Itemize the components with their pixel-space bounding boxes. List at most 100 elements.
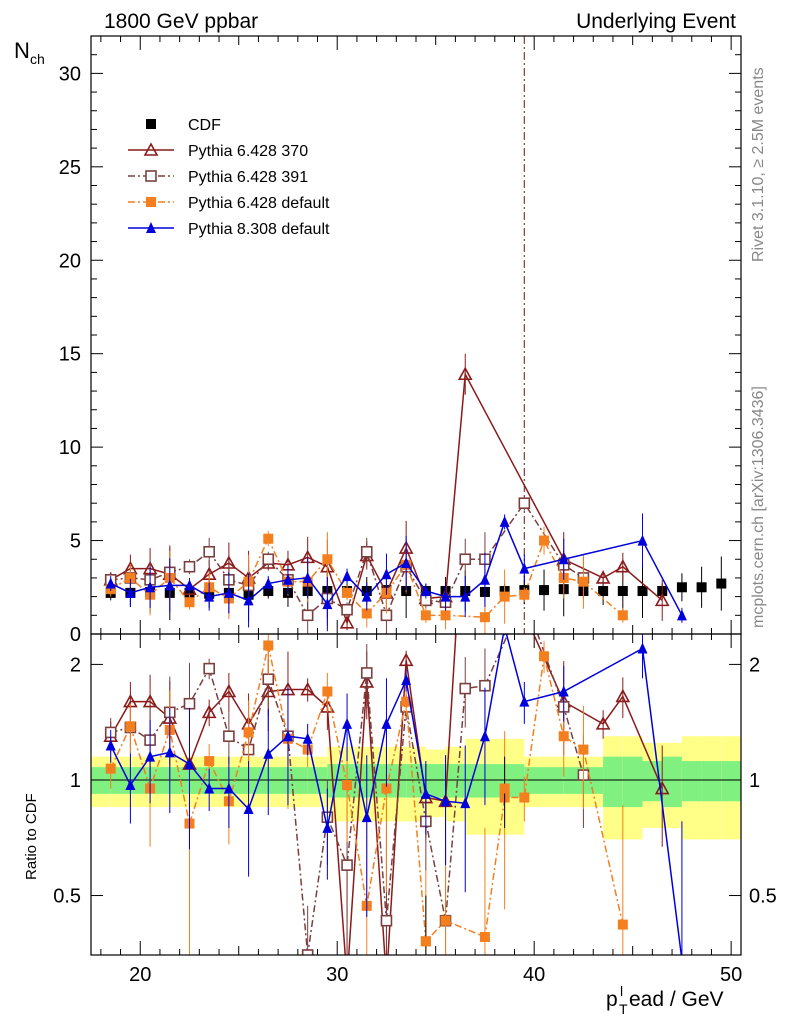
data-point bbox=[539, 585, 550, 596]
data-point bbox=[381, 568, 392, 580]
data-point bbox=[598, 586, 609, 597]
data-point bbox=[223, 782, 234, 794]
data-point bbox=[262, 553, 275, 566]
data-point bbox=[105, 577, 116, 589]
data-point bbox=[420, 936, 431, 947]
data-point bbox=[676, 582, 687, 593]
x-tick-label: 30 bbox=[326, 964, 348, 986]
data-point bbox=[184, 758, 195, 770]
data-point bbox=[204, 756, 215, 767]
data-point bbox=[342, 780, 353, 791]
legend-label: Pythia 6.428 370 bbox=[188, 143, 308, 160]
data-point bbox=[518, 497, 531, 509]
band-inner bbox=[169, 767, 190, 794]
data-point bbox=[204, 590, 215, 602]
band-inner bbox=[681, 761, 702, 802]
data-point bbox=[360, 667, 373, 679]
data-point bbox=[457, 366, 473, 381]
data-point bbox=[143, 142, 159, 156]
data-point bbox=[460, 797, 471, 809]
band-inner bbox=[425, 764, 446, 798]
data-point bbox=[360, 545, 373, 558]
data-point bbox=[420, 787, 431, 799]
band-inner bbox=[91, 767, 111, 794]
data-point bbox=[145, 170, 157, 182]
header-left-label: 1800 GeV ppbar bbox=[104, 10, 258, 33]
data-point bbox=[558, 553, 569, 565]
band-inner bbox=[465, 764, 485, 798]
data-point bbox=[519, 695, 530, 707]
data-point bbox=[183, 560, 196, 573]
legend-label: Pythia 8.308 default bbox=[188, 221, 330, 238]
data-point bbox=[282, 730, 293, 742]
y-tick-label: 5 bbox=[70, 531, 81, 553]
data-point bbox=[398, 652, 414, 667]
x-tick-label: 40 bbox=[523, 964, 545, 986]
data-point bbox=[146, 222, 156, 233]
ratio-y-tick-label: 1 bbox=[70, 770, 81, 792]
data-point bbox=[380, 914, 393, 927]
data-point bbox=[558, 731, 569, 742]
series-2 bbox=[104, 495, 590, 634]
data-point bbox=[125, 586, 136, 598]
data-point bbox=[105, 739, 116, 751]
y-tick-label: 15 bbox=[59, 344, 81, 366]
data-point bbox=[380, 975, 392, 986]
data-point bbox=[459, 682, 472, 695]
band-inner bbox=[544, 767, 564, 794]
data-point bbox=[262, 673, 275, 686]
data-point bbox=[302, 571, 313, 583]
data-point bbox=[184, 579, 195, 591]
data-point bbox=[519, 792, 530, 803]
data-point bbox=[361, 608, 372, 619]
data-point bbox=[322, 821, 333, 833]
data-point bbox=[459, 475, 471, 486]
data-point bbox=[125, 572, 136, 583]
data-point bbox=[164, 746, 175, 758]
data-point bbox=[381, 717, 392, 729]
ratio-series-group bbox=[103, 475, 683, 986]
band-inner bbox=[524, 767, 545, 794]
data-point bbox=[301, 949, 314, 955]
series-line bbox=[110, 519, 683, 616]
data-point bbox=[676, 609, 687, 621]
data-point bbox=[595, 716, 611, 730]
ratio-bands bbox=[91, 736, 741, 840]
ratio-frame-border bbox=[90, 633, 742, 956]
data-point bbox=[401, 556, 412, 568]
main-series-group bbox=[103, 353, 727, 634]
data-point bbox=[696, 582, 707, 593]
data-point bbox=[637, 534, 648, 546]
ratio-xlabel-subscript: T bbox=[619, 1001, 628, 1017]
y-tick-label: 30 bbox=[59, 63, 81, 85]
data-point bbox=[539, 651, 550, 662]
data-point bbox=[184, 597, 195, 608]
band-inner bbox=[268, 767, 288, 794]
data-point bbox=[221, 683, 237, 698]
main-ylabel-subscript: ch bbox=[30, 51, 45, 67]
band-inner bbox=[287, 767, 308, 794]
data-point bbox=[440, 610, 451, 621]
main-panel: 0 5 10 15 20 25 30 N ch CDF Pythia 6.428 370 Pythia… bbox=[14, 35, 742, 955]
ratio-xlabel-superscript: l bbox=[620, 983, 623, 999]
data-point bbox=[339, 615, 355, 629]
data-point bbox=[300, 681, 316, 696]
ratio-panel: 0.5 0.51 12 220 30 40 50p Tl ead / GeV bbox=[53, 475, 777, 1017]
legend-label: Pythia 6.428 default bbox=[188, 195, 330, 212]
data-point bbox=[617, 919, 628, 930]
series-4 bbox=[105, 513, 687, 632]
rivet-label: Rivet 3.1.10, ≥ 2.5M events bbox=[750, 67, 767, 262]
data-point bbox=[615, 559, 631, 573]
ratio-y-tick-label-right: 1 bbox=[749, 770, 760, 792]
data-point bbox=[322, 554, 333, 565]
legend-label: CDF bbox=[188, 117, 221, 134]
data-point bbox=[361, 811, 372, 823]
x-tick-label: 50 bbox=[720, 964, 742, 986]
data-point bbox=[183, 697, 196, 710]
data-point bbox=[342, 570, 353, 582]
data-point bbox=[654, 592, 670, 607]
data-point bbox=[499, 515, 510, 527]
data-point bbox=[145, 750, 156, 762]
data-point bbox=[105, 763, 116, 774]
data-point bbox=[341, 603, 353, 616]
